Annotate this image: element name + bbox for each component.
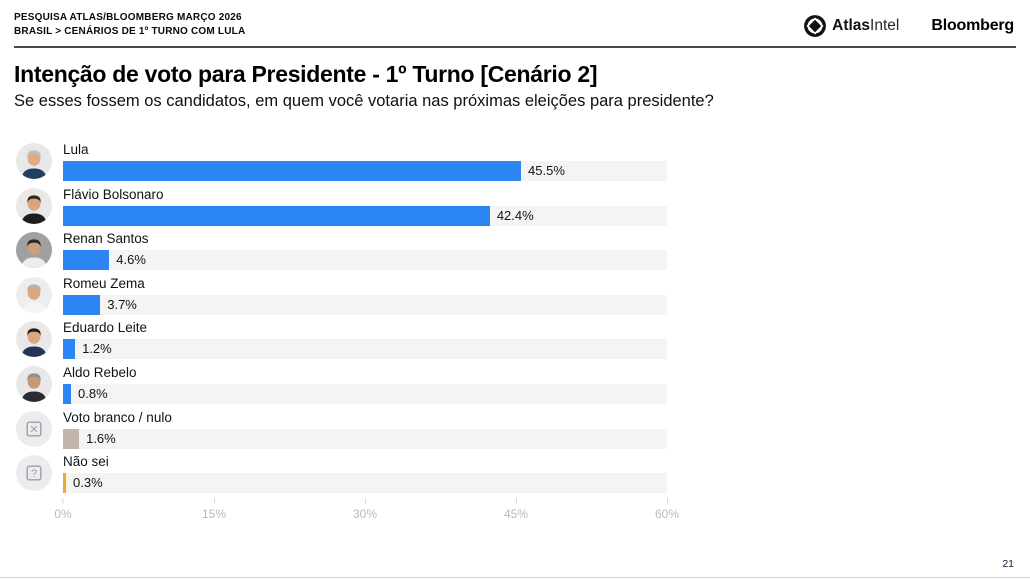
bar-track: 1.2%	[63, 339, 667, 360]
tick-label: 45%	[503, 507, 529, 522]
x-axis-tick: 15%	[202, 498, 226, 521]
page-subtitle: Se esses fossem os candidatos, em quem v…	[14, 92, 714, 110]
row-avatar	[16, 365, 52, 402]
row-avatar: ✕	[16, 410, 52, 447]
row-avatar	[16, 187, 52, 224]
bar-track: 4.6%	[63, 250, 667, 271]
bar-track: 1.6%	[63, 428, 667, 449]
bar-value-label: 45.5%	[528, 163, 565, 178]
candidate-name: Eduardo Leite	[63, 320, 148, 336]
candidate-name: Romeu Zema	[63, 275, 145, 291]
row-avatar	[16, 232, 52, 269]
tick-label: 15%	[201, 507, 227, 522]
row-avatar: ?	[16, 455, 52, 492]
question-square-icon: ?	[16, 455, 52, 492]
chart-row: Eduardo Leite 1.2%	[16, 319, 667, 360]
bar-fill	[63, 473, 67, 494]
tick-mark	[515, 498, 517, 505]
tick-label: 0%	[54, 507, 72, 522]
bar-fill	[63, 294, 101, 315]
chart-row: Flávio Bolsonaro 42.4%	[16, 186, 667, 226]
bar-fill	[63, 383, 72, 404]
bar-chart: Lula 45.5% Flávio Bolsonaro 42.4% Renan Sant…	[16, 141, 679, 530]
chart-row: Renan Santos 4.6%	[16, 230, 667, 271]
x-axis-tick: 0%	[54, 498, 72, 522]
kicker-line2: BRASIL > CENÁRIOS DE 1º TURNO COM LULA	[14, 26, 246, 37]
bar-fill	[63, 161, 522, 181]
header: PESQUISA ATLAS/BLOOMBERG MARÇO 2026 BRAS…	[0, 0, 1030, 39]
chart-row: Lula 45.5%	[16, 141, 667, 181]
flavio-bolsonaro-photo	[16, 187, 52, 224]
bar-value-label: 4.6%	[116, 252, 146, 268]
chart-row: ? Não sei 0.3%	[16, 453, 667, 494]
aldo-rebelo-photo	[16, 365, 52, 402]
tick-mark	[213, 498, 215, 505]
atlasintel-wordmark: AtlasIntel	[832, 17, 900, 34]
x-axis-tick: 30%	[353, 498, 377, 521]
atlasintel-compass-icon	[804, 15, 827, 37]
bar-track: 42.4%	[63, 205, 667, 226]
bar-value-label: 1.6%	[86, 430, 116, 446]
bar-fill	[63, 428, 80, 449]
tick-label: 60%	[654, 507, 680, 522]
bar-fill	[63, 339, 76, 360]
x-axis-tick: 60%	[655, 498, 679, 521]
chart-x-axis: 0% 15% 30% 45% 60%	[54, 498, 679, 530]
candidate-name: Renan Santos	[63, 231, 149, 247]
row-avatar	[16, 321, 52, 358]
bar-value-label: 42.4%	[496, 207, 534, 223]
page-number: 21	[1002, 558, 1014, 570]
tick-label: 30%	[352, 507, 378, 522]
row-avatar	[16, 276, 52, 313]
eduardo-leite-photo	[16, 321, 52, 358]
tick-mark	[364, 498, 366, 505]
bar-track: 0.8%	[63, 383, 667, 404]
kicker-line1: PESQUISA ATLAS/BLOOMBERG MARÇO 2026	[14, 12, 242, 23]
bar-track: 3.7%	[63, 294, 667, 315]
candidate-name: Lula	[63, 142, 89, 157]
bar-track: 45.5%	[63, 161, 667, 181]
candidate-name: Voto branco / nulo	[63, 409, 172, 425]
chart-row: Romeu Zema 3.7%	[16, 275, 667, 315]
renan-santos-photo	[16, 232, 52, 269]
bar-fill	[63, 205, 490, 226]
candidate-name: Não sei	[63, 454, 109, 470]
row-avatar	[16, 143, 52, 179]
candidate-name: Flávio Bolsonaro	[63, 186, 164, 202]
chart-row: Aldo Rebelo 0.8%	[16, 364, 667, 404]
svg-text:✕: ✕	[29, 424, 38, 436]
x-axis-tick: 45%	[504, 498, 528, 521]
lula-photo	[16, 143, 52, 179]
tick-mark	[62, 498, 64, 505]
romeu-zema-photo	[16, 276, 52, 313]
page-title: Intenção de voto para Presidente - 1º Tu…	[14, 61, 598, 87]
chart-rows: Lula 45.5% Flávio Bolsonaro 42.4% Renan Sant…	[16, 141, 667, 494]
bar-value-label: 0.8%	[78, 385, 108, 401]
bar-track: 0.3%	[63, 473, 667, 494]
atlasintel-logo: AtlasIntel	[804, 15, 899, 37]
kicker: PESQUISA ATLAS/BLOOMBERG MARÇO 2026 BRAS…	[14, 11, 245, 39]
bottom-divider	[0, 577, 1030, 578]
candidate-name: Aldo Rebelo	[63, 364, 137, 380]
logos: AtlasIntel Bloomberg	[804, 11, 1014, 37]
x-square-icon: ✕	[16, 410, 52, 447]
tick-mark	[666, 498, 668, 505]
header-divider	[14, 46, 1016, 48]
bar-value-label: 3.7%	[107, 296, 137, 312]
bar-value-label: 1.2%	[82, 341, 112, 357]
bar-fill	[63, 250, 110, 271]
chart-row: ✕ Voto branco / nulo 1.6%	[16, 409, 667, 449]
bar-value-label: 0.3%	[73, 475, 103, 491]
svg-text:?: ?	[31, 468, 37, 480]
bloomberg-logo: Bloomberg	[931, 17, 1014, 34]
